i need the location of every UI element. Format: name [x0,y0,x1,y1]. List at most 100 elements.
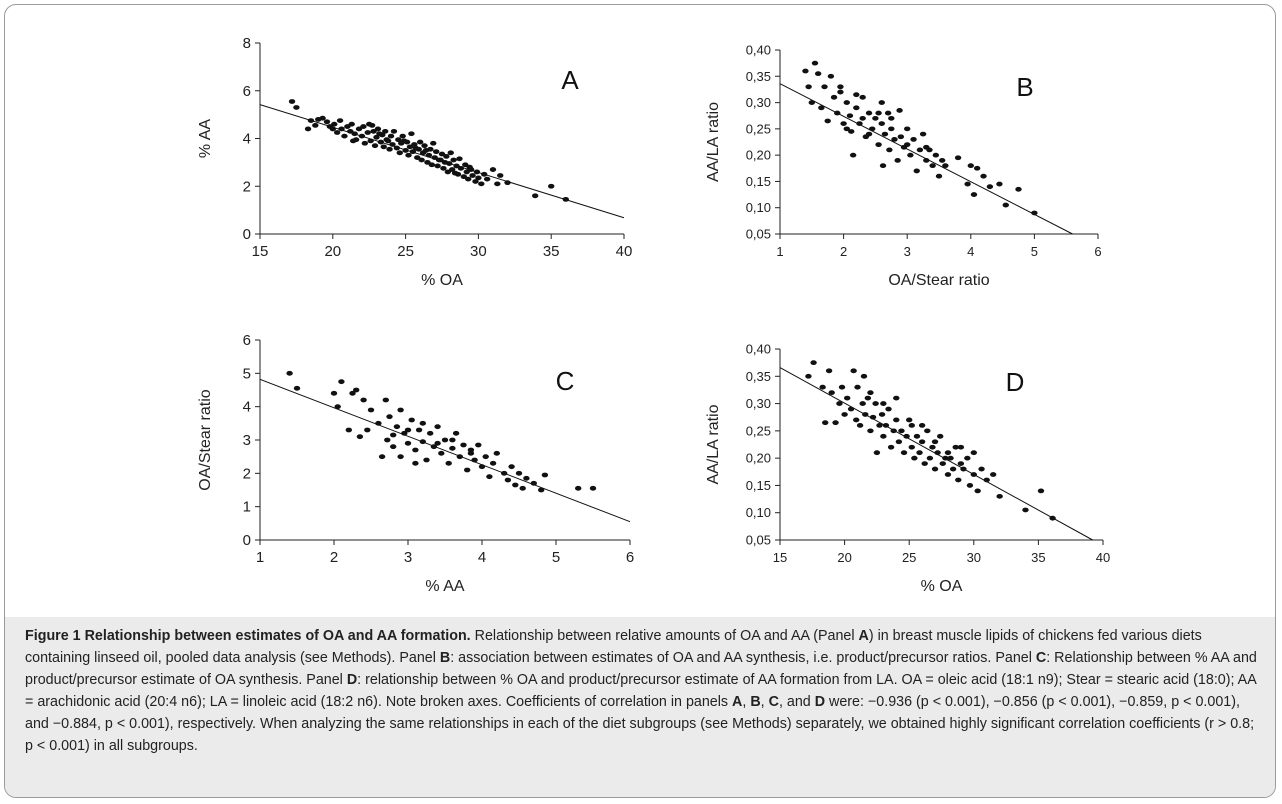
data-point [395,137,402,143]
data-point [380,144,387,150]
data-point [404,427,412,433]
data-point [881,131,889,137]
data-point [939,461,946,466]
data-point [916,450,923,456]
data-point [469,173,476,178]
data-point [443,154,450,159]
data-point [880,401,887,406]
caption-segment: , [742,694,751,710]
caption-segment: , [760,694,769,710]
data-point [538,487,545,493]
data-point [942,455,949,461]
data-point [432,149,440,155]
data-point [872,115,879,121]
data-point [304,126,312,132]
data-point [853,417,860,423]
caption-panel-ref: C [1035,650,1047,666]
data-point [923,144,930,150]
x-tick-label: 6 [1094,244,1101,259]
data-point [419,439,426,445]
data-point [373,134,380,140]
data-point [957,461,965,466]
data-point [428,162,436,168]
y-tick-label: 0,30 [746,396,771,411]
data-point [548,183,555,189]
data-point [293,385,301,391]
data-point [970,192,978,197]
data-point [389,142,396,147]
data-point [964,455,971,461]
data-point [856,121,863,126]
data-point [405,152,412,158]
data-point [865,110,873,116]
data-point [478,464,486,470]
data-point [508,464,515,470]
data-point [472,179,479,184]
data-point [481,171,488,177]
x-tick-label: 35 [543,243,560,260]
data-point [913,433,921,439]
caption-panel-ref: D [814,694,826,710]
data-point [957,444,965,450]
chart-panel-d: 15 20 25 30 35 40 0,05 0,10 0,15 0,20 0,25 0,30 0,35… [705,342,1110,596]
data-point [886,147,893,153]
data-point [390,128,398,134]
data-point [384,437,391,443]
data-point [367,138,374,144]
data-point [805,84,812,90]
data-point [360,397,367,403]
y-axis-label: % AA [197,119,214,158]
data-point [464,467,471,473]
data-point [840,121,847,126]
data-point [869,126,876,132]
data-point [996,493,1003,499]
data-point [859,115,866,121]
data-point [885,406,892,412]
figure-caption: Figure 1 Relationship between estimates … [5,617,1275,797]
data-point [929,444,936,450]
y-tick-label: 6 [243,332,251,349]
data-point [802,68,809,74]
panel-label: C [556,366,575,396]
data-point [449,445,456,451]
data-point [482,454,489,460]
y-axis-label: OA/Stear ratio [197,389,214,490]
x-tick-label: 15 [773,550,787,565]
data-point [412,145,419,151]
data-point [450,157,457,163]
data-point [970,450,977,456]
x-tick-label: 1 [256,549,264,566]
data-point [824,118,831,124]
caption-panel-ref: A [732,694,743,710]
data-point [288,99,296,104]
data-point [367,407,375,413]
y-tick-label: 0 [243,532,251,549]
x-tick-label: 3 [904,244,911,259]
data-point [434,424,441,430]
data-point [893,395,900,401]
data-point [854,384,861,390]
data-point [408,131,415,137]
data-point [387,133,395,139]
y-tick-label: 0,10 [746,200,771,215]
data-point [819,384,826,390]
data-point [448,167,456,172]
data-point [329,126,336,132]
data-point [493,450,500,456]
data-point [908,444,915,450]
data-point [900,450,908,456]
data-point [860,373,868,379]
data-point [837,89,844,95]
data-point [904,126,911,132]
y-tick-label: 3 [243,432,251,449]
x-tick-label: 4 [967,244,974,259]
data-point [850,368,857,374]
data-point [947,455,954,461]
data-point [375,420,382,426]
y-tick-label: 0,25 [746,423,771,438]
data-point [523,475,530,481]
data-point [966,483,974,488]
caption-segment: : relationship between % OA and product/… [25,672,1256,710]
data-point [921,461,928,466]
